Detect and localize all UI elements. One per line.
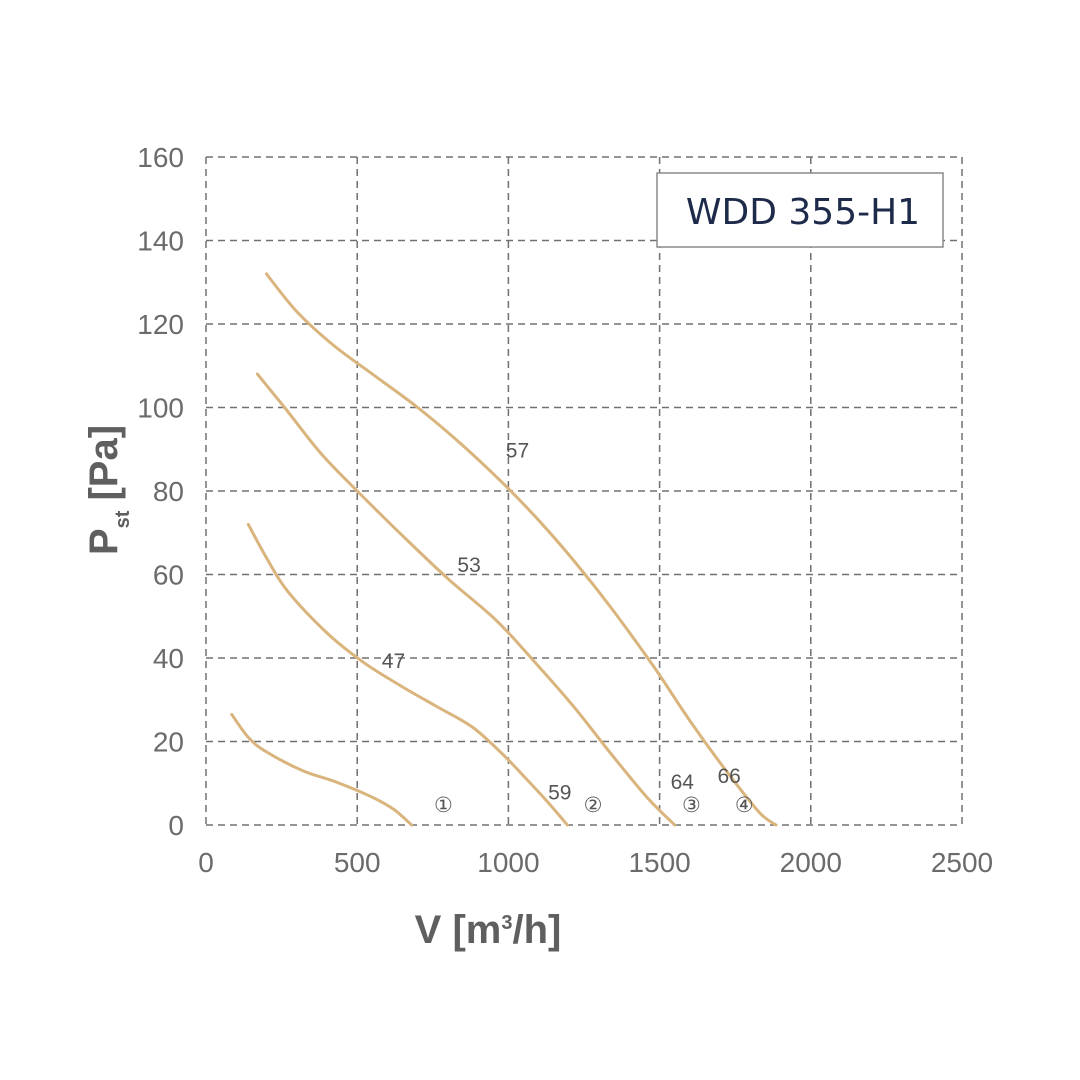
x-axis-title-suffix: /h] (512, 908, 561, 952)
curve-speed-1 (230, 712, 414, 827)
speed-marker-label: ③ (682, 794, 701, 817)
x-axis-title-prefix: V [m (415, 908, 502, 952)
y-tick-label: 60 (153, 560, 184, 591)
speed-marker-label: ① (434, 794, 453, 817)
y-tick-label: 40 (153, 643, 184, 674)
speed-marker-label: ④ (735, 794, 754, 817)
x-tick-label: 1500 (628, 847, 690, 878)
curve-annotations: 57 53 47 59 64 66 ① ② ③ ④ (382, 439, 754, 817)
curve-speed-2 (246, 522, 569, 827)
y-axis-title-sub: st (112, 510, 134, 528)
efficiency-label: 66 (717, 765, 740, 788)
curve-speed-4 (265, 272, 778, 827)
efficiency-label: 64 (671, 771, 695, 794)
model-box: WDD 355-H1 (656, 172, 944, 248)
model-name: WDD 355-H1 (686, 192, 920, 233)
x-axis-title-sup: 3 (501, 912, 512, 934)
x-tick-label: 0 (198, 847, 214, 878)
efficiency-label: 53 (457, 554, 480, 577)
performance-curves (230, 272, 778, 827)
efficiency-label: 47 (382, 650, 405, 673)
y-axis-title-unit: [Pa] (82, 425, 126, 501)
y-tick-label: 160 (137, 142, 184, 173)
efficiency-label: 57 (506, 439, 529, 462)
speed-marker-label: ② (584, 794, 603, 817)
x-axis-title: V [m3/h] (415, 908, 562, 952)
y-tick-label: 80 (153, 476, 184, 507)
y-tick-label: 140 (137, 226, 184, 257)
model-box-frame (656, 172, 944, 248)
y-tick-label: 20 (153, 727, 184, 758)
y-tick-label: 0 (168, 810, 184, 841)
x-tick-label: 2500 (931, 847, 993, 878)
grid (205, 156, 963, 826)
curve-speed-3 (255, 372, 677, 827)
x-tick-labels: 0 500 1000 1500 2000 2500 (198, 847, 993, 878)
y-tick-label: 100 (137, 393, 184, 424)
y-axis-title: Pst [Pa] (82, 425, 134, 555)
y-tick-label: 120 (137, 309, 184, 340)
efficiency-label: 59 (548, 782, 571, 805)
y-axis-title-main: P (82, 528, 126, 555)
y-tick-labels: 0 20 40 60 80 100 120 140 160 (137, 142, 184, 841)
x-tick-label: 2000 (780, 847, 842, 878)
x-tick-label: 1000 (477, 847, 539, 878)
x-tick-label: 500 (334, 847, 381, 878)
